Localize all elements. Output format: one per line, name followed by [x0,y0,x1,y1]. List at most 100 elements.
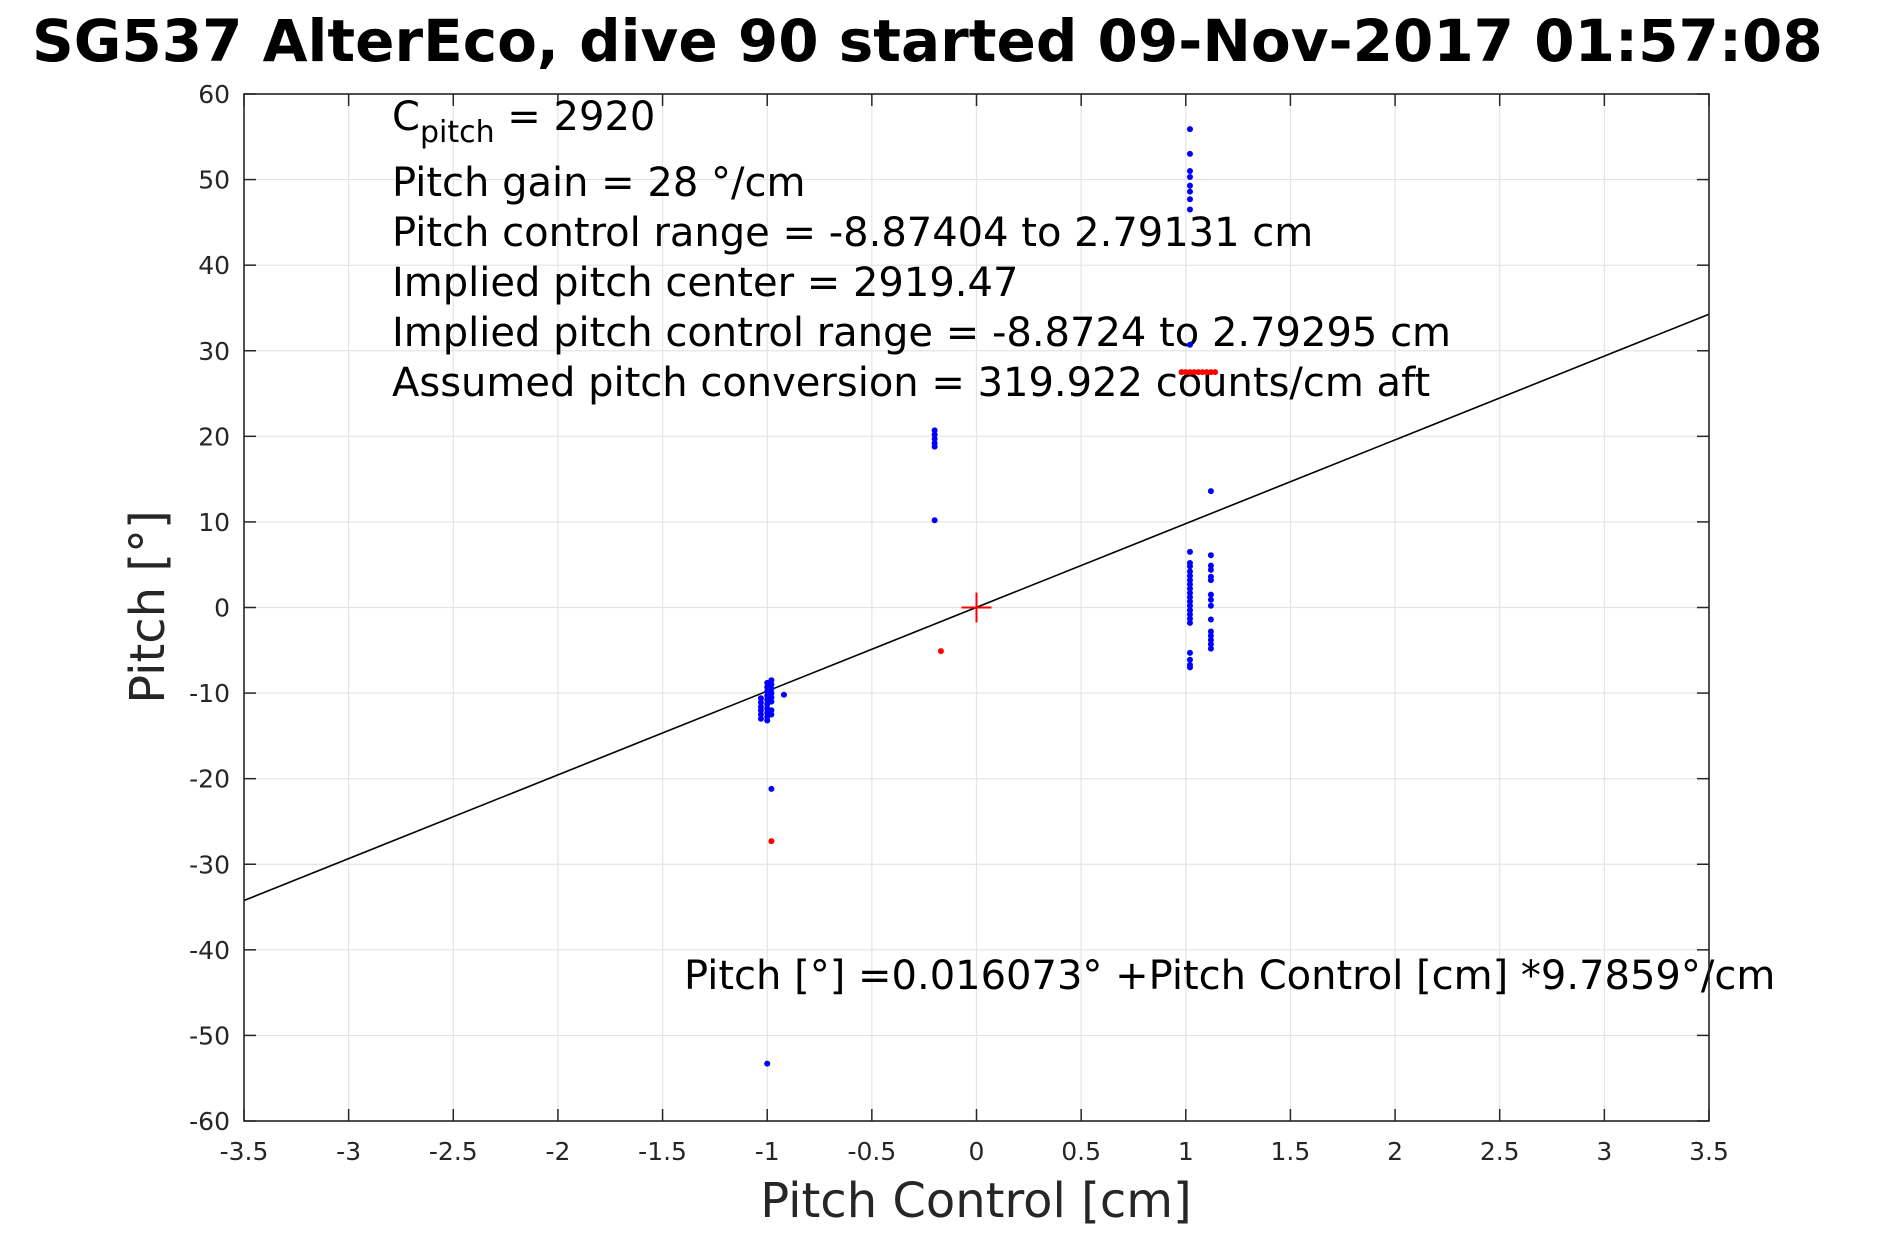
data-point [1186,174,1193,181]
plot-frame [243,93,1710,1122]
y-tick-label: -40 [189,936,230,965]
data-point [768,785,775,792]
data-point [931,427,938,434]
data-point [1186,589,1193,596]
annotation-block: Cpitch = 2920 Pitch gain = 28 °/cm Pitch… [392,94,1775,999]
data-point [931,435,938,442]
x-tick-label: 3.5 [1689,1137,1729,1166]
data-point [1207,591,1214,598]
data-point [1186,585,1193,592]
c-pitch-annotation: Cpitch = 2920 [392,94,655,150]
pitch-control-range-annotation: Pitch control range = -8.87404 to 2.7913… [392,210,1313,256]
data-point [1207,566,1214,573]
data-point [1186,341,1193,348]
highlight-point [1199,369,1206,376]
data-point [1207,488,1214,495]
data-point [1186,126,1193,133]
data-point [1186,581,1193,588]
data-point [1207,641,1214,648]
data-point [1186,196,1193,203]
y-tick-label: -50 [189,1021,230,1050]
data-point [1186,568,1193,575]
highlight-point [1195,369,1202,376]
data-point [1186,594,1193,601]
data-point [768,707,775,714]
highlight-point [1212,369,1219,376]
data-marks [243,126,1710,1067]
data-point [931,517,938,524]
x-tick-label: -1.5 [638,1137,687,1166]
highlight-point [768,838,775,845]
x-axis-label: Pitch Control [cm] [760,1173,1191,1229]
data-point [1207,596,1214,603]
data-point [1207,628,1214,635]
data-point [768,698,775,705]
data-point [1207,637,1214,644]
data-point [1186,619,1193,626]
data-point [757,699,764,706]
x-tick-label: 1 [1178,1137,1194,1166]
x-tick-label: 1.5 [1271,1137,1311,1166]
data-point [1186,664,1193,671]
implied-pitch-center-annotation: Implied pitch center = 2919.47 [392,260,1018,306]
data-point [1186,182,1193,189]
y-tick-label: 50 [198,166,230,195]
data-point [768,690,775,697]
data-point [1186,168,1193,175]
data-point [1207,602,1214,609]
y-tick-label: 10 [198,508,230,537]
x-tick-label: 0.5 [1061,1137,1101,1166]
pitch-conversion-annotation: Assumed pitch conversion = 319.922 count… [392,360,1430,406]
y-tick-label: -30 [189,850,230,879]
chart-title: SG537 AlterEco, dive 90 started 09-Nov-2… [32,7,1823,75]
data-point [1186,577,1193,584]
y-tick-label: -60 [189,1107,230,1136]
x-tick-label: -2 [545,1137,570,1166]
data-point [768,711,775,718]
data-point [768,681,775,688]
x-tick-label: 2.5 [1480,1137,1520,1166]
data-point [1186,150,1193,157]
data-point [1186,611,1193,618]
x-tick-label: -1 [755,1137,780,1166]
y-tick-label: 20 [198,422,230,451]
c-pitch-value: = 2920 [495,94,656,140]
data-point [1186,188,1193,195]
fit-equation-annotation: Pitch [°] =0.016073° +Pitch Control [cm]… [684,953,1775,999]
highlight-point [937,648,944,655]
data-point [1186,656,1193,663]
x-tick-label: 2 [1387,1137,1403,1166]
data-point [1207,645,1214,652]
data-point [1186,615,1193,622]
c-pitch-subscript: pitch [420,115,495,150]
x-tick-label: 0 [969,1137,985,1166]
data-point [1186,598,1193,605]
data-point [1186,572,1193,579]
data-point [1186,206,1193,213]
data-point [1207,616,1214,623]
data-point [1186,649,1193,656]
highlight-point [1207,369,1214,376]
data-point [931,431,938,438]
x-tick-label: 3 [1596,1137,1612,1166]
y-tick-label: 30 [198,337,230,366]
data-point [780,691,787,698]
x-tick-label: -3 [336,1137,361,1166]
y-tick-label: 60 [198,80,230,109]
x-tick-label: -2.5 [429,1137,478,1166]
data-point [931,443,938,450]
data-point [1207,632,1214,639]
highlight-point [1182,369,1189,376]
data-point [1186,548,1193,555]
data-point [757,695,764,702]
data-point [1186,607,1193,614]
data-point [757,711,764,718]
data-point [1207,577,1214,584]
y-tick-label: 0 [214,594,230,623]
pitch-gain-annotation: Pitch gain = 28 °/cm [392,160,805,206]
x-tick-label: -3.5 [220,1137,269,1166]
y-axis-label: Pitch [°] [120,510,176,704]
data-point [768,677,775,684]
y-tick-label: -20 [189,765,230,794]
data-point [764,1060,771,1067]
